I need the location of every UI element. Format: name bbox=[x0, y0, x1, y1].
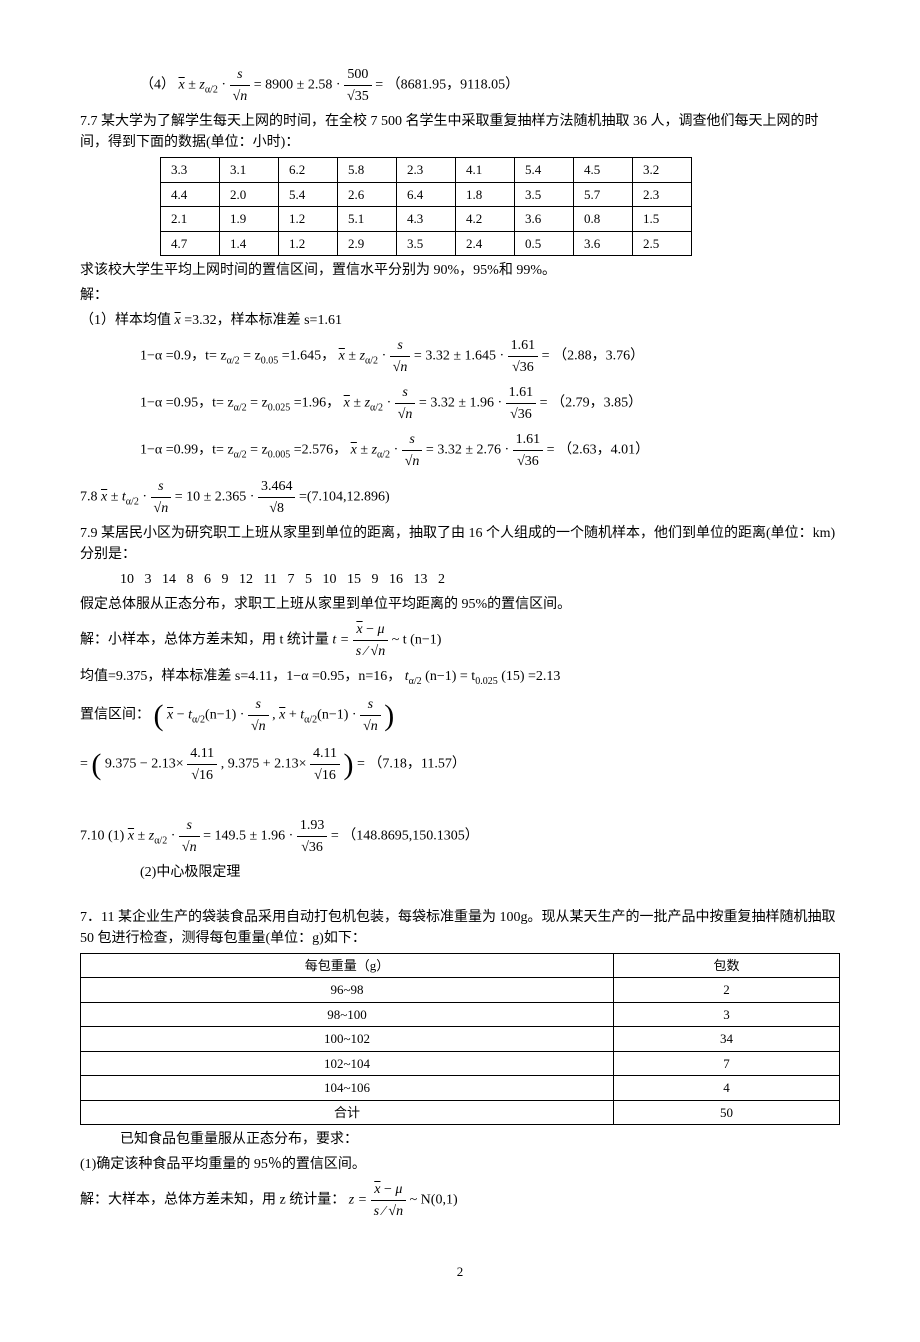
p77-title: 7.7 某大学为了解学生每天上网的时间，在全校 7 500 名学生中采取重复抽样… bbox=[80, 111, 840, 153]
p710-2: (2)中心极限定理 bbox=[140, 862, 840, 883]
p77-q: 求该校大学生平均上网时间的置信区间，置信水平分别为 90%，95%和 99%。 bbox=[80, 260, 840, 281]
p79-mean: 均值=9.375，样本标准差 s=4.11，1−α =0.95，n=16， tα… bbox=[80, 666, 840, 689]
p79-ci-expr: 置信区间： ( x − tα/2(n−1) · s√n , x + tα/2(n… bbox=[80, 693, 840, 738]
p711-table: 每包重量（g）包数 96~982 98~1003 100~10234 102~1… bbox=[80, 953, 840, 1126]
p77-ci95: 1−α =0.95，t= zα/2 = z0.025 =1.96， x ± zα… bbox=[140, 382, 840, 425]
p77-ci90: 1−α =0.9，t= zα/2 = z0.05 =1.645， x ± zα/… bbox=[140, 335, 840, 378]
p711-q1: (1)确定该种食品平均重量的 95％的置信区间。 bbox=[80, 1154, 840, 1175]
p79-data: 10 3 14 8 6 9 12 11 7 5 10 15 9 16 13 2 bbox=[120, 569, 840, 590]
p79-sol: 解：小样本，总体方差未知，用 t 统计量 t = x − μ s ⁄ √n ~ … bbox=[80, 619, 840, 662]
p711-sol: 解：大样本，总体方差未知，用 z 统计量： z = x − μ s ⁄ √n ~… bbox=[80, 1179, 840, 1222]
p77-line1: （1）样本均值 x =3.32，样本标准差 s=1.61 bbox=[80, 310, 840, 331]
p78-formula: 7.8 x ± tα/2 · s√n = 10 ± 2.365 · 3.464√… bbox=[80, 476, 840, 519]
p74-formula: （4） x ± zα/2 · s√n = 8900 ± 2.58 · 500√3… bbox=[140, 64, 840, 107]
p77-ci99: 1−α =0.99，t= zα/2 = z0.005 =2.576， x ± z… bbox=[140, 429, 840, 472]
page-number: 2 bbox=[80, 1262, 840, 1282]
p711-known: 已知食品包重量服从正态分布，要求： bbox=[120, 1129, 840, 1150]
p79-ci-calc: = ( 9.375 − 2.13× 4.11√16 , 9.375 + 2.13… bbox=[80, 742, 840, 787]
p710-1: 7.10 (1) x ± zα/2 · s√n = 149.5 ± 1.96 ·… bbox=[80, 815, 840, 858]
p77-table: 3.33.16.25.82.34.15.44.53.2 4.42.05.42.6… bbox=[160, 157, 692, 256]
p79-title: 7.9 某居民小区为研究职工上班从家里到单位的距离，抽取了由 16 个人组成的一… bbox=[80, 523, 840, 565]
p77-sol: 解： bbox=[80, 285, 840, 306]
p711-title: 7．11 某企业生产的袋装食品采用自动打包机包装，每袋标准重量为 100g。现从… bbox=[80, 907, 840, 949]
p79-assume: 假定总体服从正态分布，求职工上班从家里到单位平均距离的 95%的置信区间。 bbox=[80, 594, 840, 615]
